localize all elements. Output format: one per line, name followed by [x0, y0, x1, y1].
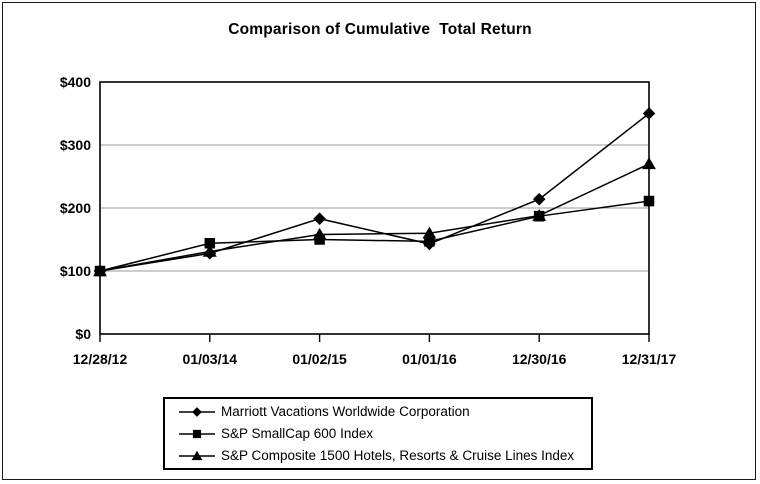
series-line-triangle	[99, 163, 650, 272]
legend-item: Marriott Vacations Worldwide Corporation	[179, 401, 591, 423]
legend-label: S&P SmallCap 600 Index	[221, 426, 374, 441]
y-axis-label: $100	[60, 263, 91, 279]
y-axis-label: $300	[60, 137, 91, 153]
square-marker	[204, 238, 216, 249]
x-axis-label: 01/03/14	[183, 351, 238, 367]
x-axis-label: 01/02/15	[292, 351, 347, 367]
plot-frame	[99, 81, 650, 335]
diamond-marker-icon	[179, 406, 215, 417]
y-axis-label: $0	[75, 326, 91, 342]
series-line-square	[99, 200, 650, 272]
square-marker	[424, 236, 435, 247]
diamond-marker	[642, 107, 656, 120]
x-axis-label: 12/28/12	[73, 351, 128, 367]
triangle-marker-icon	[179, 450, 215, 460]
series-line-diamond	[99, 112, 650, 272]
legend-label: Marriott Vacations Worldwide Corporation	[221, 404, 470, 419]
square-marker	[643, 195, 655, 207]
square-marker-icon	[179, 429, 215, 438]
y-axis-label: $400	[60, 74, 91, 90]
x-axis-label: 12/30/16	[512, 351, 567, 367]
legend-item: S&P SmallCap 600 Index	[179, 423, 591, 445]
chart-legend: Marriott Vacations Worldwide Corporation…	[163, 397, 593, 470]
diamond-marker	[532, 192, 546, 206]
legend-item: S&P Composite 1500 Hotels, Resorts & Cru…	[179, 445, 591, 467]
y-axis-label: $200	[60, 200, 91, 216]
chart-title: Comparison of Cumulative Total Return	[228, 21, 532, 38]
triangle-marker	[642, 157, 656, 170]
x-axis-label: 12/31/17	[622, 351, 677, 367]
square-marker	[533, 210, 545, 222]
diamond-marker	[313, 212, 326, 226]
x-axis-label: 01/01/16	[402, 351, 457, 367]
square-marker	[314, 234, 325, 245]
triangle-marker	[202, 244, 217, 257]
legend-label: S&P Composite 1500 Hotels, Resorts & Cru…	[221, 448, 575, 463]
square-marker	[94, 265, 106, 277]
